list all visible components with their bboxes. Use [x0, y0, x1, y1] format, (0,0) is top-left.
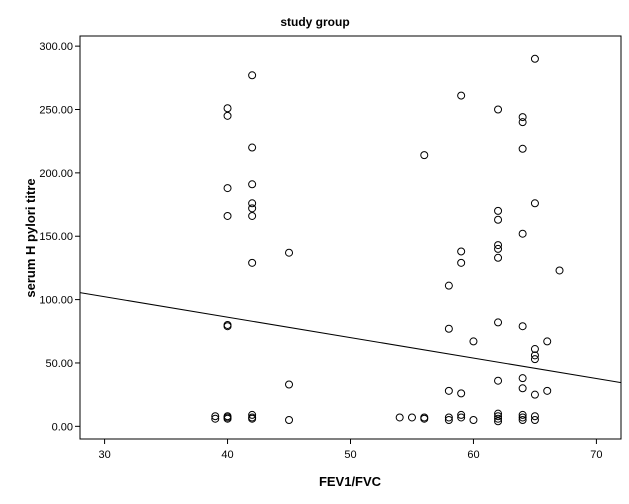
data-point [469, 337, 478, 346]
data-point [457, 389, 466, 398]
data-point [420, 151, 429, 160]
x-tick-label: 70 [590, 449, 602, 461]
data-point [518, 410, 527, 419]
y-tick-label: 50.00 [45, 358, 73, 370]
data-point [457, 247, 466, 256]
data-point [444, 413, 453, 422]
y-tick-label: 0.00 [52, 421, 73, 433]
data-point [211, 414, 220, 423]
y-axis-label: serum H pylori titre [23, 178, 38, 297]
data-point [518, 384, 527, 393]
data-point [444, 386, 453, 395]
data-point [494, 414, 503, 423]
y-tick-label: 150.00 [39, 231, 73, 243]
data-point [543, 386, 552, 395]
data-point [407, 413, 416, 422]
data-point [469, 415, 478, 424]
data-point [457, 413, 466, 422]
data-point [248, 413, 257, 422]
data-point [223, 211, 232, 220]
data-point [395, 413, 404, 422]
data-point [248, 211, 257, 220]
data-point [494, 417, 503, 426]
x-tick-label: 30 [98, 449, 110, 461]
x-tick-label: 50 [344, 449, 356, 461]
data-point [494, 105, 503, 114]
data-point [494, 376, 503, 385]
data-point [285, 415, 294, 424]
data-point [223, 320, 232, 329]
data-point [518, 413, 527, 422]
data-point [248, 204, 257, 213]
data-point [457, 410, 466, 419]
data-point [494, 244, 503, 253]
data-point [518, 374, 527, 383]
data-point [285, 380, 294, 389]
data-point [248, 410, 257, 419]
chart-title: study group [280, 15, 349, 29]
data-point [555, 266, 564, 275]
x-tick-label: 60 [467, 449, 479, 461]
data-point [494, 215, 503, 224]
data-point [530, 54, 539, 63]
data-point [530, 355, 539, 364]
data-point [457, 91, 466, 100]
data-point [420, 413, 429, 422]
data-points [211, 54, 564, 426]
data-point [444, 415, 453, 424]
data-point [543, 337, 552, 346]
data-point [248, 180, 257, 189]
data-point [457, 258, 466, 267]
data-point [518, 144, 527, 153]
data-point [223, 184, 232, 193]
data-point [518, 118, 527, 127]
data-point [530, 351, 539, 360]
x-axis: 30 40 50 60 70 [98, 439, 603, 461]
y-tick-label: 300.00 [39, 41, 73, 53]
y-axis: 0.00 50.00 100.00 150.00 200.00 250.00 300.00 [39, 41, 80, 433]
fit-line [79, 292, 622, 384]
data-point [494, 318, 503, 327]
data-point [494, 409, 503, 418]
x-axis-label: FEV1/FVC [319, 474, 382, 489]
data-point [444, 324, 453, 333]
data-point [285, 248, 294, 257]
data-point [223, 104, 232, 113]
data-point [248, 199, 257, 208]
data-point [494, 412, 503, 421]
data-point [530, 390, 539, 399]
data-point [248, 71, 257, 80]
data-point [518, 322, 527, 331]
data-point [223, 111, 232, 120]
data-point [530, 415, 539, 424]
data-point [248, 143, 257, 152]
data-point [223, 412, 232, 421]
data-point [444, 281, 453, 290]
y-tick-label: 200.00 [39, 168, 73, 180]
y-tick-label: 250.00 [39, 105, 73, 117]
fit-line-group [79, 292, 622, 384]
data-point [518, 415, 527, 424]
data-point [211, 412, 220, 421]
data-point [494, 241, 503, 250]
data-point [530, 199, 539, 208]
data-point [494, 206, 503, 215]
data-point [494, 253, 503, 262]
data-point [530, 412, 539, 421]
y-tick-label: 100.00 [39, 295, 73, 307]
data-point [518, 229, 527, 238]
data-point [530, 345, 539, 354]
data-point [518, 113, 527, 122]
data-point [248, 258, 257, 267]
x-tick-label: 40 [221, 449, 233, 461]
